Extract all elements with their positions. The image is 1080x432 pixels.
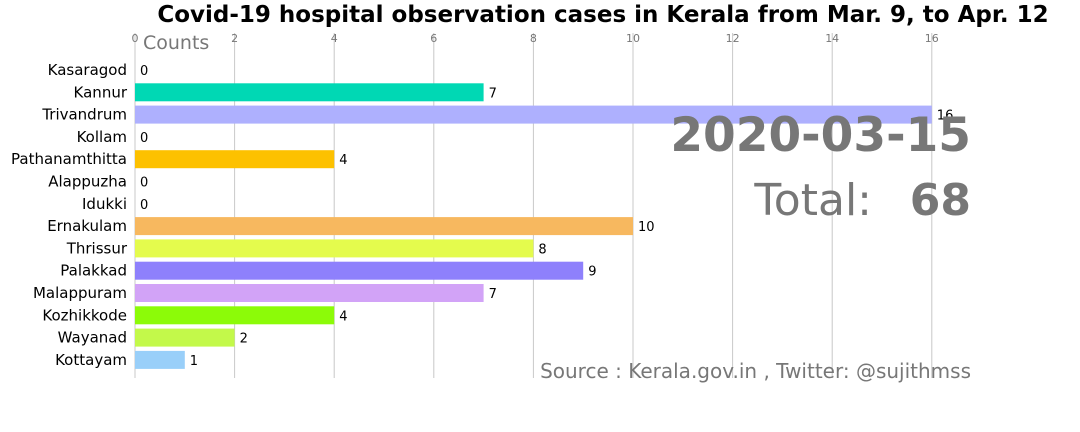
x-tick-label: 8 xyxy=(530,32,537,45)
value-label: 8 xyxy=(538,242,546,257)
category-label: Kannur xyxy=(74,83,128,101)
bar xyxy=(135,239,534,258)
bar xyxy=(135,83,484,102)
category-label: Kozhikkode xyxy=(42,306,127,324)
date-label: 2020-03-15 xyxy=(670,108,971,163)
category-label: Idukki xyxy=(82,195,127,213)
value-label: 2 xyxy=(240,332,248,347)
bar xyxy=(135,284,484,302)
category-labels: Kasaragod Kannur Trivandrum Kollam Pathanamt… xyxy=(11,61,128,369)
category-label: Pathanamthitta xyxy=(11,150,127,168)
value-label: 4 xyxy=(339,153,347,168)
value-label: 10 xyxy=(638,220,655,235)
bars xyxy=(135,83,932,369)
value-label: 1 xyxy=(190,354,198,369)
value-label: 0 xyxy=(140,64,148,79)
value-label: 0 xyxy=(140,131,148,146)
category-label: Malappuram xyxy=(33,284,127,302)
bar xyxy=(135,306,335,325)
value-label: 7 xyxy=(489,86,497,101)
x-tick-label: 0 xyxy=(132,32,139,45)
category-label: Kollam xyxy=(77,128,127,146)
bar xyxy=(135,350,185,369)
value-label: 16 xyxy=(937,109,954,124)
x-tick-label: 16 xyxy=(925,32,939,45)
bar xyxy=(135,261,584,280)
value-label: 0 xyxy=(140,176,148,191)
x-tick-label: 4 xyxy=(331,32,338,45)
category-label: Wayanad xyxy=(58,329,127,347)
category-label: Trivandrum xyxy=(41,106,127,124)
x-tick-label: 12 xyxy=(726,32,740,45)
category-label: Kottayam xyxy=(55,351,127,369)
category-label: Palakkad xyxy=(60,262,127,280)
value-label: 7 xyxy=(489,287,497,302)
value-label: 4 xyxy=(339,309,347,324)
value-label: 9 xyxy=(588,265,596,280)
total-value: 68 xyxy=(910,175,971,226)
x-tick-label: 14 xyxy=(825,32,839,45)
value-label: 0 xyxy=(140,198,148,213)
category-label: Kasaragod xyxy=(48,61,127,79)
x-axis-label: Counts xyxy=(143,32,209,54)
bar xyxy=(135,150,335,169)
category-label: Alappuzha xyxy=(48,173,127,191)
total-label: Total: xyxy=(753,175,872,226)
chart-title: Covid-19 hospital observation cases in K… xyxy=(157,2,1048,28)
x-tick-labels: 0 2 4 6 8 10 12 14 16 xyxy=(132,32,939,45)
source-text: Source : Kerala.gov.in , Twitter: @sujit… xyxy=(540,359,971,383)
value-labels: 0 7 16 0 4 0 0 10 8 9 7 4 2 1 xyxy=(140,64,953,369)
x-tick-label: 10 xyxy=(626,32,640,45)
bar xyxy=(135,217,633,236)
bar xyxy=(135,328,235,347)
category-label: Thrissur xyxy=(66,239,128,257)
x-tick-label: 6 xyxy=(430,32,437,45)
bar xyxy=(135,105,932,124)
category-label: Ernakulam xyxy=(47,217,127,235)
x-tick-label: 2 xyxy=(231,32,238,45)
